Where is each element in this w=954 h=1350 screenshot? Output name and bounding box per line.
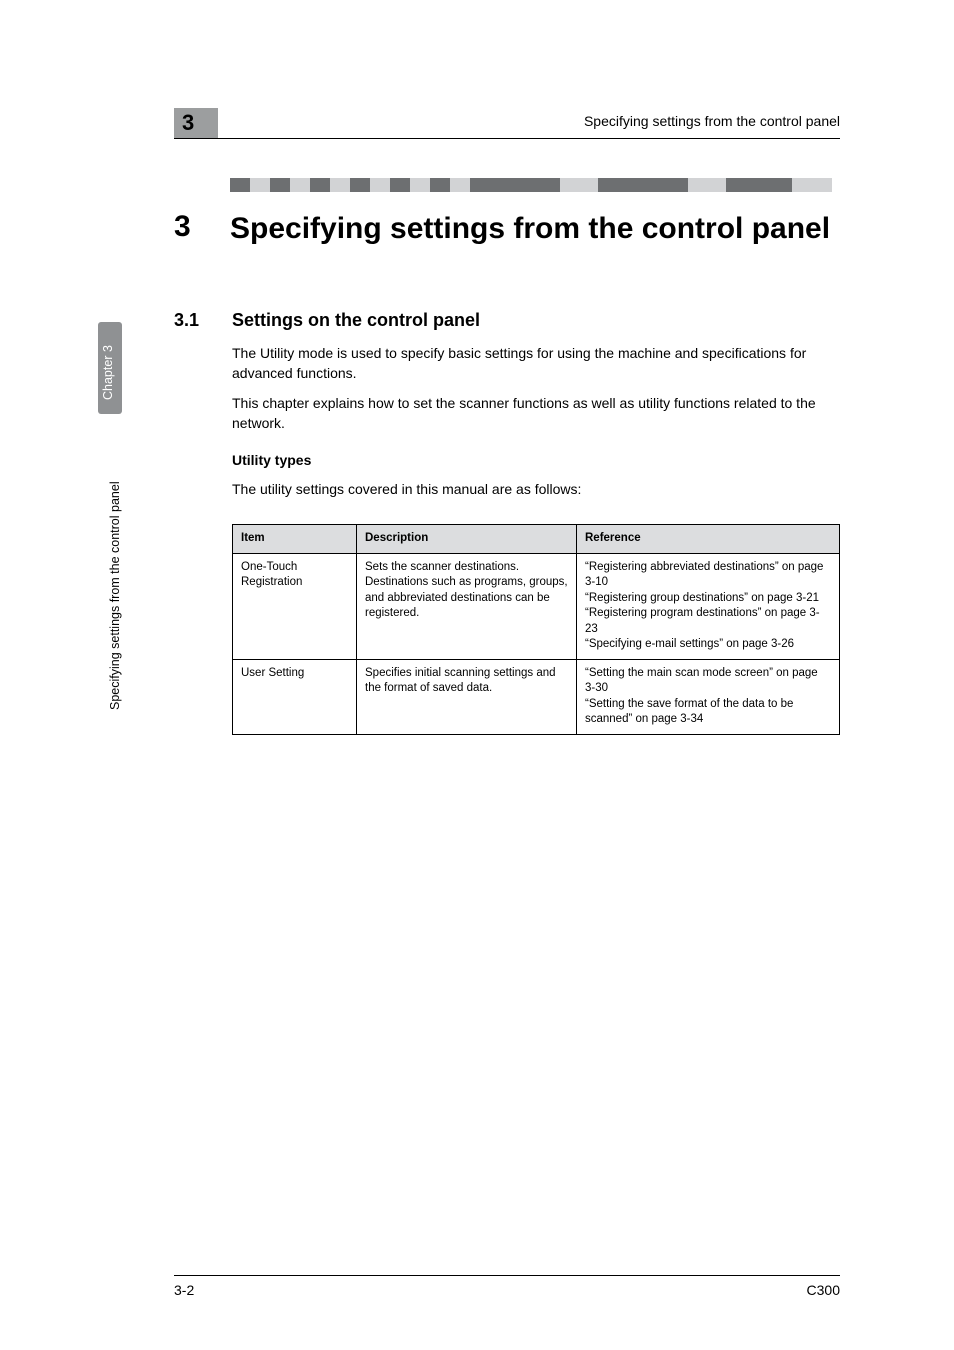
header-rule xyxy=(174,138,840,139)
side-label: Specifying settings from the control pan… xyxy=(108,481,122,710)
paragraph-2: This chapter explains how to set the sca… xyxy=(232,394,840,433)
heading-1: 3 Specifying settings from the control p… xyxy=(174,210,840,248)
page: 3 Specifying settings from the control p… xyxy=(0,0,954,1350)
table-cell-item: User Setting xyxy=(233,659,357,734)
table-cell-reference: “Registering abbreviated destinations” o… xyxy=(577,553,840,659)
running-head: Specifying settings from the control pan… xyxy=(584,113,840,129)
table-cell-item: One-Touch Registration xyxy=(233,553,357,659)
side-tab-text: Chapter 3 xyxy=(101,345,115,400)
table-header-row: Item Description Reference xyxy=(233,525,840,554)
table-header-reference: Reference xyxy=(577,525,840,554)
heading-2-number: 3.1 xyxy=(174,310,232,331)
table-row: One-Touch RegistrationSets the scanner d… xyxy=(233,553,840,659)
heading-1-number: 3 xyxy=(174,210,230,244)
heading-2-text: Settings on the control panel xyxy=(232,310,480,331)
paragraph-1: The Utility mode is used to specify basi… xyxy=(232,344,840,383)
footer-rule xyxy=(174,1275,840,1276)
table-cell-description: Specifies initial scanning settings and … xyxy=(357,659,577,734)
heading-3: Utility types xyxy=(232,452,311,468)
table-cell-reference: “Setting the main scan mode screen” on p… xyxy=(577,659,840,734)
table-row: User SettingSpecifies initial scanning s… xyxy=(233,659,840,734)
utility-table: Item Description Reference One-Touch Reg… xyxy=(232,524,840,735)
table-header-description: Description xyxy=(357,525,577,554)
heading-2: 3.1 Settings on the control panel xyxy=(174,310,840,331)
side-tab: Chapter 3 xyxy=(98,322,122,414)
footer-model: C300 xyxy=(807,1282,840,1298)
chapter-number-box: 3 xyxy=(174,108,218,138)
table-cell-description: Sets the scanner destinations. Destinati… xyxy=(357,553,577,659)
heading-1-text: Specifying settings from the control pan… xyxy=(230,210,840,248)
section-divider xyxy=(230,178,842,192)
paragraph-3: The utility settings covered in this man… xyxy=(232,480,840,500)
chapter-number: 3 xyxy=(182,110,194,136)
footer-page-number: 3-2 xyxy=(174,1282,194,1298)
table-header-item: Item xyxy=(233,525,357,554)
